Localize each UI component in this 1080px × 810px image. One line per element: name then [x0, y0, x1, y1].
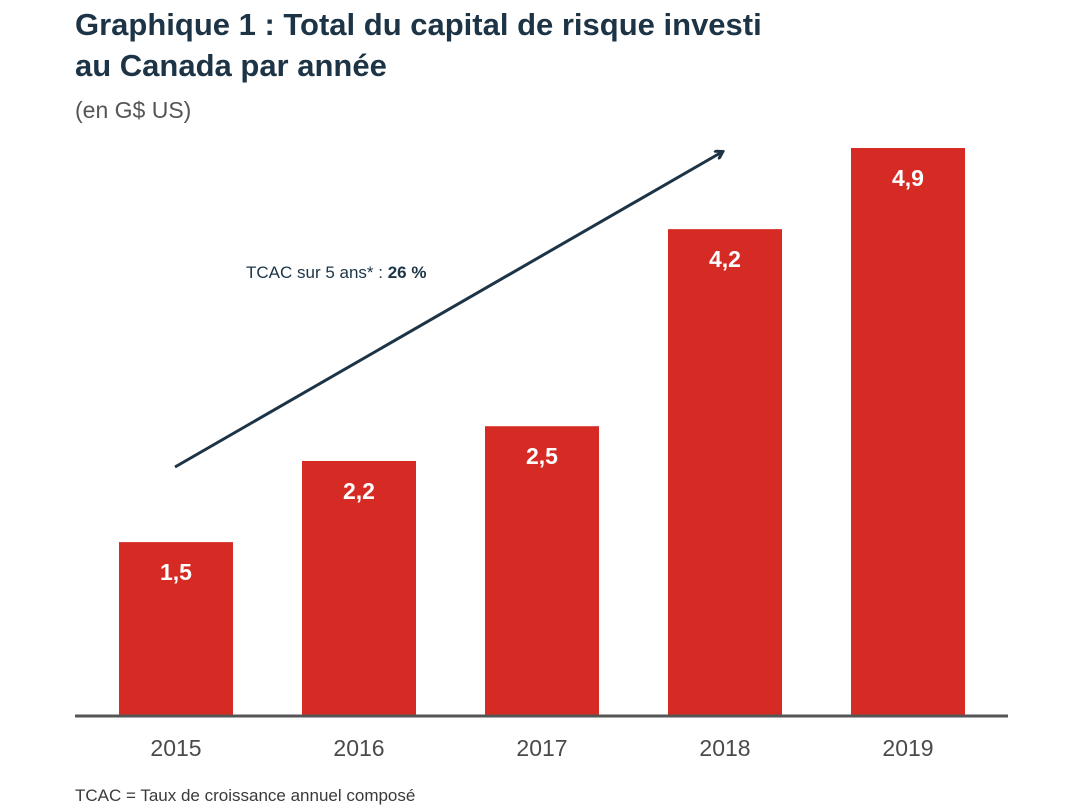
bar-value-label-2015: 1,5	[160, 559, 192, 585]
bar-2017	[485, 426, 599, 716]
chart-title-line-1: Graphique 1 : Total du capital de risque…	[75, 7, 762, 42]
bar-2018	[668, 229, 782, 716]
chart-title: Graphique 1 : Total du capital de risque…	[75, 4, 762, 86]
x-tick-label-2019: 2019	[882, 735, 933, 761]
bar-2015	[119, 542, 233, 716]
x-axis-ticks: 2015 2016 2017 2018 2019	[150, 735, 933, 761]
x-tick-label-2017: 2017	[516, 735, 567, 761]
cagr-annotation-value: 26 %	[388, 263, 427, 282]
bar-value-label-2017: 2,5	[526, 443, 558, 469]
chart-subtitle: (en G$ US)	[75, 97, 192, 123]
trend-arrow	[174, 152, 722, 469]
bar-2016	[302, 460, 416, 716]
x-tick-label-2016: 2016	[333, 735, 384, 761]
cagr-annotation: TCAC sur 5 ans* : 26 %	[246, 263, 426, 282]
footnote: TCAC = Taux de croissance annuel composé	[75, 786, 416, 805]
bar-value-label-2019: 4,9	[892, 165, 924, 191]
bar-2019	[851, 148, 965, 716]
cagr-annotation-prefix: TCAC sur 5 ans* :	[246, 263, 388, 282]
bar-value-label-2016: 2,2	[343, 478, 375, 504]
x-tick-label-2018: 2018	[699, 735, 750, 761]
bars-group: 1,5 2,2 2,5 4,2 4,9	[119, 148, 965, 716]
chart-title-line-2: au Canada par année	[75, 48, 387, 83]
x-tick-label-2015: 2015	[150, 735, 201, 761]
bar-value-label-2018: 4,2	[709, 246, 741, 272]
